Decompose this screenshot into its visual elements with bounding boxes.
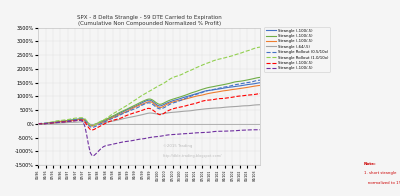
Legend: Strangle (-100/-5), Strangle (-100/-5), Strangle (-100/-5), Strangle (-64/-5), S: Strangle (-100/-5), Strangle (-100/-5), …	[264, 27, 330, 72]
Text: normalized to 1% credit: normalized to 1% credit	[364, 181, 400, 185]
Text: ©2015 Trading: ©2015 Trading	[162, 144, 192, 148]
Text: 1. short strangle: 1. short strangle	[364, 172, 396, 175]
Title: SPX - 8 Delta Strangle - 59 DTE Carried to Expiration
(Cumulative Non Compounded: SPX - 8 Delta Strangle - 59 DTE Carried …	[77, 15, 222, 26]
Text: http://dble-trading.blogspot.com/: http://dble-trading.blogspot.com/	[162, 154, 222, 158]
Text: Note:: Note:	[364, 162, 377, 166]
